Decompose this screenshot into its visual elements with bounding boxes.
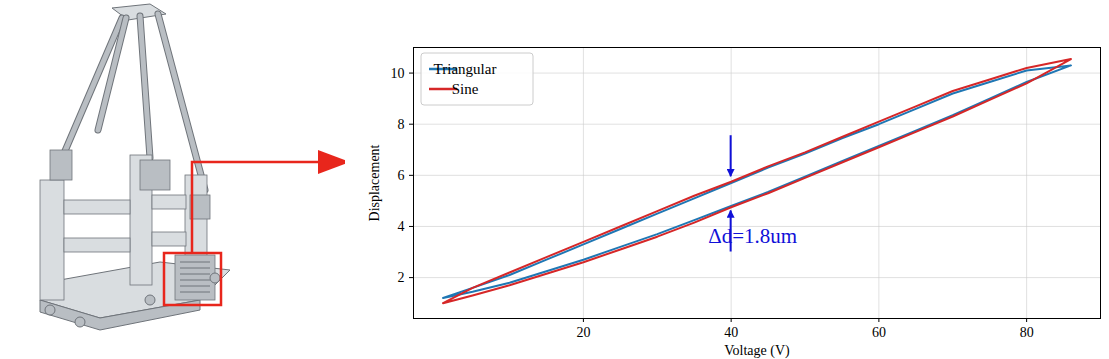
svg-text:10: 10 <box>391 66 405 81</box>
svg-text:80: 80 <box>1020 325 1034 340</box>
svg-text:4: 4 <box>398 219 405 234</box>
svg-text:40: 40 <box>724 325 738 340</box>
svg-text:2: 2 <box>398 270 405 285</box>
svg-text:8: 8 <box>398 117 405 132</box>
svg-text:Displacement: Displacement <box>367 144 382 221</box>
svg-text:60: 60 <box>872 325 886 340</box>
svg-text:Sine: Sine <box>452 81 479 97</box>
svg-text:Δd=1.8um: Δd=1.8um <box>708 224 797 248</box>
svg-text:Voltage (V): Voltage (V) <box>724 343 790 359</box>
svg-text:Triangular: Triangular <box>434 61 497 77</box>
svg-text:20: 20 <box>576 325 590 340</box>
svg-text:6: 6 <box>398 168 405 183</box>
